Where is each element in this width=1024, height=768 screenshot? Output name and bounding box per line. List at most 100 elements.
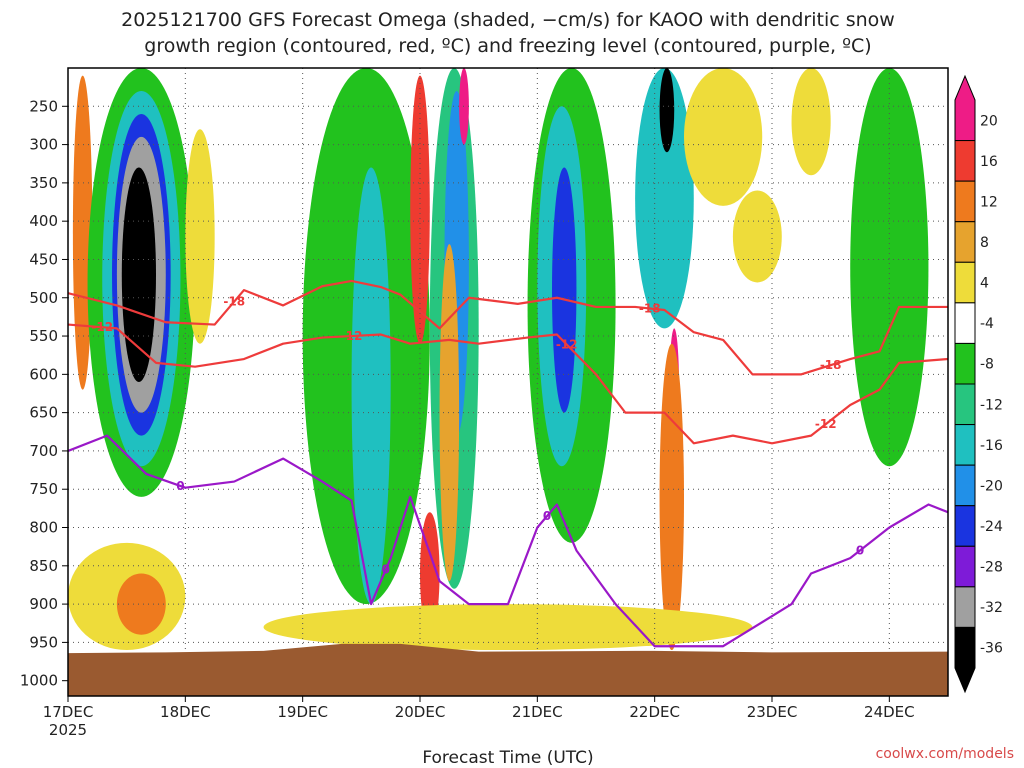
colorbar-label: -12 <box>980 397 1003 413</box>
x-tick-label: 21DEC <box>512 703 563 721</box>
ground-terrain <box>68 643 948 696</box>
omega-shade-region <box>121 167 156 382</box>
chart-title-line-2: growth region (contoured, red, ºC) and f… <box>144 35 871 57</box>
colorbar-label: -4 <box>980 316 994 332</box>
y-tick-label: 750 <box>29 480 58 498</box>
contour-label: -12 <box>91 320 113 334</box>
y-tick-label: 400 <box>29 212 58 230</box>
colorbar-label: 4 <box>980 276 989 292</box>
contour-label: -12 <box>341 329 363 343</box>
colorbar-swatch <box>954 505 976 547</box>
colorbar-swatch-bottom-arrow <box>954 626 976 694</box>
omega-shade-region <box>635 68 694 329</box>
contour-label: 0 <box>382 563 390 577</box>
x-axis-label: Forecast Time (UTC) <box>422 748 593 768</box>
colorbar-label: -32 <box>980 600 1003 616</box>
colorbar-label: -36 <box>980 641 1003 657</box>
contour-label: 0 <box>856 543 864 557</box>
colorbar-label: -8 <box>980 357 994 373</box>
colorbar-label: -28 <box>980 560 1003 576</box>
contour-label: 0 <box>543 509 551 523</box>
colorbar-swatch <box>954 383 976 426</box>
y-tick-label: 500 <box>29 289 58 307</box>
colorbar-swatch <box>954 221 976 263</box>
contour-lines: -18 -18 -18 -12 -12 -12 -12 0 0 0 0 <box>68 279 948 648</box>
contour-label: -12 <box>556 337 578 351</box>
colorbar: 20 16 12 8 4 -4 -8 -12 -16 -20 -24 -28 -32 -36 <box>954 74 1003 694</box>
x-tick-label: 24DEC <box>864 703 915 721</box>
omega-shade-region <box>72 75 93 390</box>
y-tick-label: 350 <box>29 174 58 192</box>
y-axis: 250 300 350 400 450 500 550 600 650 700 750 800 850 9… <box>20 97 68 690</box>
omega-shade-region <box>552 167 577 413</box>
x-tick-label: 23DEC <box>747 703 798 721</box>
omega-shade-region <box>659 68 675 153</box>
y-tick-label: 950 <box>29 633 58 651</box>
colorbar-swatch <box>954 302 976 344</box>
x-tick-label: 17DEC <box>43 703 94 721</box>
colorbar-swatch <box>954 140 976 182</box>
colorbar-swatch <box>954 261 976 304</box>
colorbar-swatch <box>954 424 976 466</box>
contour-label: -18 <box>820 358 842 372</box>
x-tick-label: 18DEC <box>160 703 211 721</box>
contour-line--18 <box>68 279 948 376</box>
colorbar-swatch <box>954 464 976 507</box>
colorbar-label: 12 <box>980 194 998 210</box>
x-tick-label: 22DEC <box>629 703 680 721</box>
omega-shade-region <box>659 343 684 651</box>
colorbar-swatch <box>954 342 976 385</box>
y-tick-label: 850 <box>29 557 58 575</box>
plot-background <box>68 68 948 696</box>
colorbar-label: -24 <box>980 519 1003 535</box>
omega-shade-region <box>439 244 460 582</box>
chart-title-line-1: 2025121700 GFS Forecast Omega (shaded, −… <box>121 9 895 31</box>
contour-line-0 <box>68 434 948 648</box>
y-tick-label: 1000 <box>20 672 58 690</box>
colorbar-label: 16 <box>980 154 998 170</box>
x-axis: 17DEC 18DEC 19DEC 20DEC 21DEC 22DEC 23DEC 24DEC… <box>43 696 915 739</box>
y-tick-label: 300 <box>29 136 58 154</box>
y-tick-label: 450 <box>29 250 58 268</box>
colorbar-swatch <box>954 586 976 628</box>
omega-shading <box>68 68 929 651</box>
y-tick-label: 700 <box>29 442 58 460</box>
colorbar-swatch <box>954 180 976 223</box>
colorbar-swatch-top-arrow <box>954 74 976 142</box>
x-year-label: 2025 <box>49 721 87 739</box>
omega-shade-region <box>410 75 430 344</box>
y-tick-label: 800 <box>29 519 58 537</box>
omega-shade-region <box>684 68 763 206</box>
omega-shade-region <box>351 167 391 605</box>
colorbar-label: 8 <box>980 235 989 251</box>
y-tick-label: 900 <box>29 595 58 613</box>
contour-label: -18 <box>639 301 661 315</box>
colorbar-label: -16 <box>980 438 1003 454</box>
colorbar-swatch <box>954 545 976 588</box>
contour-label: -12 <box>815 417 837 431</box>
colorbar-label: -20 <box>980 478 1003 494</box>
y-tick-label: 600 <box>29 365 58 383</box>
x-tick-label: 19DEC <box>277 703 328 721</box>
omega-shade-region <box>791 68 831 176</box>
credit-text: coolwx.com/models <box>876 746 1014 762</box>
plot-area: -18 -18 -18 -12 -12 -12 -12 0 0 0 0 250 300 350 400 450… <box>20 67 949 739</box>
y-tick-label: 550 <box>29 327 58 345</box>
omega-shade-region <box>263 604 753 651</box>
omega-shade-region <box>185 129 215 344</box>
y-tick-label: 250 <box>29 97 58 115</box>
colorbar-label: 20 <box>980 113 998 129</box>
omega-shade-region <box>850 68 929 467</box>
omega-shade-region <box>459 68 469 145</box>
omega-shade-region <box>420 512 440 635</box>
omega-shade-region <box>116 573 166 635</box>
chart-title: 2025121700 GFS Forecast Omega (shaded, −… <box>121 9 895 57</box>
omega-shade-region <box>732 190 782 283</box>
contour-label: 0 <box>176 479 184 493</box>
contour-line--12 <box>68 323 948 445</box>
y-tick-label: 650 <box>29 404 58 422</box>
plot-frame <box>67 67 949 697</box>
contour-label: -18 <box>223 295 245 309</box>
x-tick-label: 20DEC <box>395 703 446 721</box>
